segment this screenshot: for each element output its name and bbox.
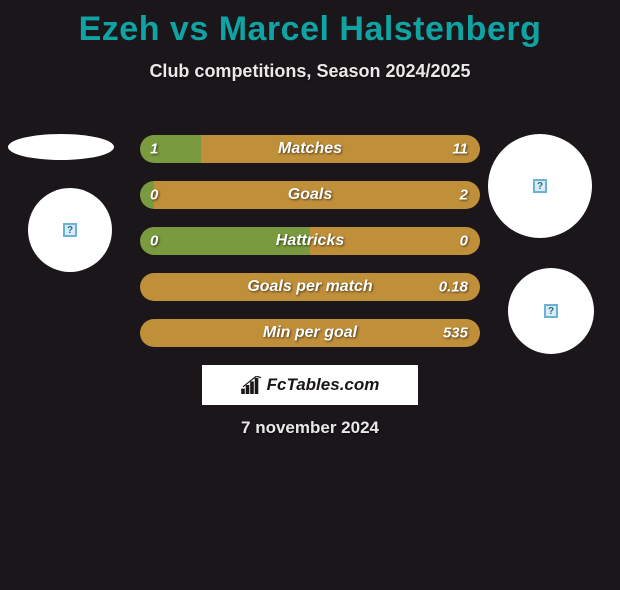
stat-label: Goals per match (247, 278, 372, 296)
brand-badge: FcTables.com (202, 365, 418, 405)
stat-value-left: 0 (150, 233, 158, 250)
bars-icon (241, 376, 263, 394)
stat-value-right: 0.18 (439, 279, 468, 296)
placeholder-icon: ? (544, 304, 558, 318)
stat-row: Goals 0 2 (140, 181, 480, 209)
stat-label: Hattricks (276, 232, 344, 250)
placeholder-icon: ? (63, 223, 77, 237)
avatar-circle: ? (488, 134, 592, 238)
stat-value-right: 2 (460, 187, 468, 204)
stat-value-right: 0 (460, 233, 468, 250)
stat-value-right: 535 (443, 325, 468, 342)
placeholder-icon: ? (533, 179, 547, 193)
stat-row: Min per goal 535 (140, 319, 480, 347)
date-label: 7 november 2024 (241, 418, 379, 438)
stat-row: Goals per match 0.18 (140, 273, 480, 301)
avatar-circle: ? (508, 268, 594, 354)
stat-row: Hattricks 0 0 (140, 227, 480, 255)
avatar-circle: ? (28, 188, 112, 272)
stat-label: Goals (288, 186, 332, 204)
subtitle: Club competitions, Season 2024/2025 (0, 61, 620, 82)
stat-label: Matches (278, 140, 342, 158)
brand-text: FcTables.com (267, 375, 380, 395)
decorative-ellipse (8, 134, 114, 160)
comparison-bars: Matches111Goals02Hattricks00Goals per ma… (140, 135, 480, 365)
stat-value-right: 11 (452, 141, 468, 158)
page-title: Ezeh vs Marcel Halstenberg (0, 10, 620, 49)
stat-label: Min per goal (263, 324, 357, 342)
stat-value-left: 0 (150, 187, 158, 204)
stat-row: Matches111 (140, 135, 480, 163)
stat-value-left: 1 (150, 141, 158, 158)
